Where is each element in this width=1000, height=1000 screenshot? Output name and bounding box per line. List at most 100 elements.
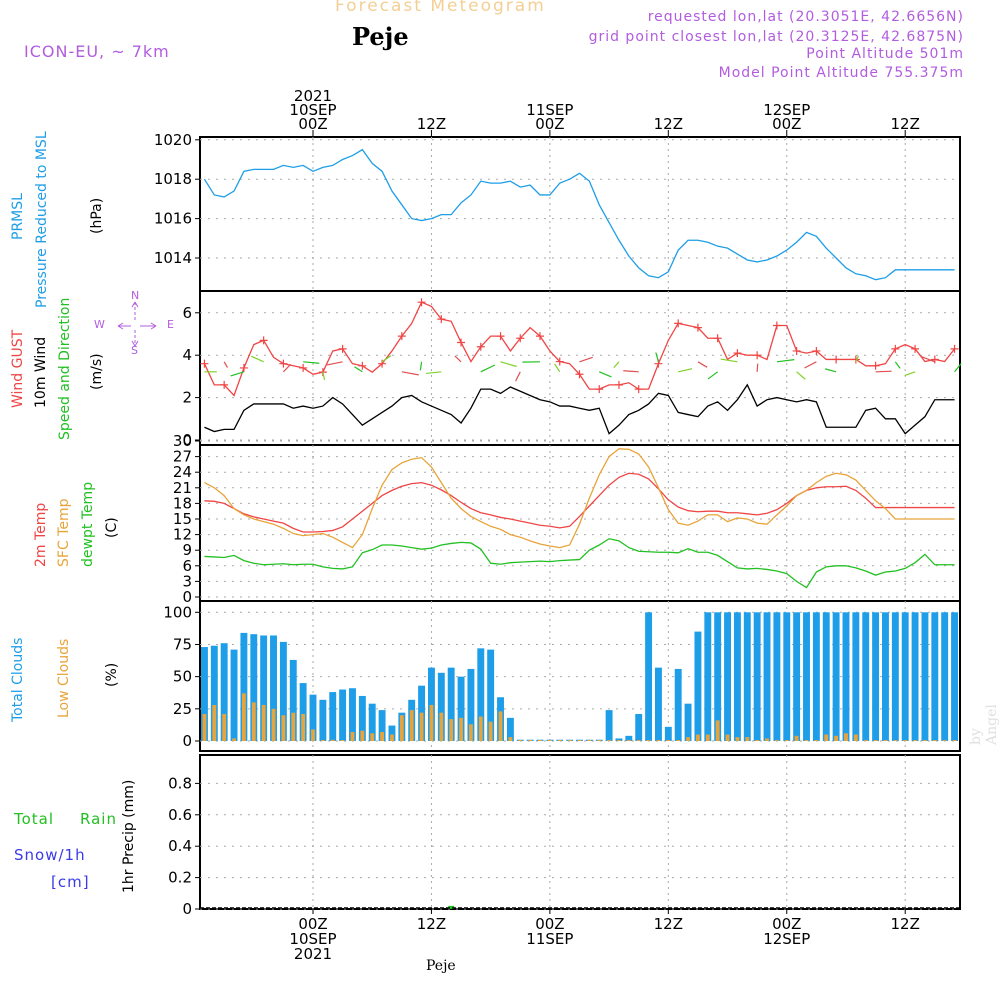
gust-marker xyxy=(397,332,406,341)
ytick-label-wind: 0 xyxy=(182,431,192,449)
low-cloud-bar xyxy=(646,740,651,741)
wind-arrow xyxy=(623,370,639,373)
gust-marker xyxy=(516,334,525,343)
low-cloud-bar xyxy=(844,733,848,741)
low-cloud-bar xyxy=(755,740,760,741)
time-label-bottom: 12Z xyxy=(417,915,446,933)
low-cloud-bar xyxy=(597,740,602,741)
gust-marker xyxy=(200,359,209,368)
gust-marker xyxy=(950,344,959,353)
low-cloud-bar xyxy=(774,740,779,741)
total-cloud-bar xyxy=(812,612,820,741)
total-cloud-bar xyxy=(635,713,643,741)
wind-arrow xyxy=(613,361,620,369)
ytick-label-wind: 6 xyxy=(182,304,192,322)
wind-arrow xyxy=(776,359,795,363)
ytick-label-temp: 24 xyxy=(173,463,192,481)
total-cloud-bar xyxy=(743,612,751,741)
low-cloud-bar xyxy=(745,737,750,741)
low-cloud-bar xyxy=(567,740,572,741)
precip-bar xyxy=(448,905,455,909)
low-cloud-bar xyxy=(370,733,375,741)
time-label-bottom: 12Z xyxy=(654,915,683,933)
series-line-dewpt-temp xyxy=(204,538,955,589)
low-cloud-bar xyxy=(429,704,434,741)
total-cloud-bar xyxy=(358,695,366,741)
total-cloud-bar xyxy=(862,612,870,741)
precip-snow-label: Snow/1h xyxy=(14,846,86,864)
compass-e: E xyxy=(167,318,174,331)
total-cloud-bar xyxy=(733,612,741,741)
gust-marker xyxy=(239,363,248,372)
total-cloud-bar xyxy=(882,612,889,741)
total-cloud-bar xyxy=(427,667,435,741)
wind-arrow xyxy=(720,358,738,363)
total-cloud-bar xyxy=(951,612,959,741)
low-cloud-bar xyxy=(360,730,365,741)
low-cloud-bar xyxy=(518,740,523,741)
low-cloud-bar xyxy=(883,740,888,741)
time-label-top: 11SEP xyxy=(526,101,573,119)
time-label-top: 12Z xyxy=(891,115,920,133)
low-cloud-bar xyxy=(459,717,463,741)
total-cloud-bar xyxy=(694,631,702,741)
wind-arrow xyxy=(904,371,916,377)
total-cloud-bar xyxy=(270,635,277,741)
total-cloud-bar xyxy=(477,648,485,741)
low-cloud-bar xyxy=(508,737,513,741)
low-cloud-bar xyxy=(577,740,582,741)
compass-n: N xyxy=(131,289,140,302)
gust-marker xyxy=(930,355,939,364)
total-cloud-bar xyxy=(645,612,653,741)
low-cloud-bar xyxy=(498,711,503,741)
low-cloud-bar xyxy=(863,740,868,741)
time-label-top: 00Z xyxy=(535,115,564,133)
ytick-label-wind: 2 xyxy=(182,389,192,407)
time-label-top: 00Z xyxy=(298,115,327,133)
ytick-label-pressure: 1014 xyxy=(154,249,192,267)
gust-marker xyxy=(457,338,466,347)
wind-arrow xyxy=(419,361,423,371)
total-cloud-bar xyxy=(260,635,268,741)
low-cloud-bar xyxy=(942,740,947,741)
low-cloud-bar xyxy=(488,721,493,741)
total-cloud-bar xyxy=(763,612,771,741)
low-cloud-bar xyxy=(903,740,908,741)
ytick-label-clouds: 0 xyxy=(182,732,192,750)
total-cloud-bar xyxy=(931,612,939,741)
low-cloud-bar xyxy=(222,713,227,741)
gust-marker xyxy=(614,380,623,389)
low-cloud-bar xyxy=(784,740,789,741)
time-label-top: 10SEP xyxy=(289,101,336,119)
gust-marker xyxy=(575,370,584,379)
gust-marker xyxy=(674,319,683,328)
total-cloud-bar xyxy=(388,725,396,741)
time-label-bottom: 12Z xyxy=(891,915,920,933)
ytick-label-temp: 15 xyxy=(173,510,192,528)
low-cloud-bar xyxy=(232,738,236,741)
footer-place: Peje xyxy=(426,958,456,974)
ytick-label-temp: 6 xyxy=(182,557,192,575)
gust-marker xyxy=(911,344,920,353)
time-label-top: 12Z xyxy=(654,115,683,133)
total-cloud-bar xyxy=(911,612,919,741)
gust-marker xyxy=(832,355,841,364)
total-cloud-bar xyxy=(654,667,662,741)
gust-marker xyxy=(812,346,821,355)
precip-total-label: Total xyxy=(14,810,55,828)
low-cloud-bar xyxy=(913,740,917,741)
wind-arrow xyxy=(598,371,612,378)
wind-arrow xyxy=(454,355,462,363)
low-cloud-bar xyxy=(399,715,404,741)
total-cloud-bar xyxy=(714,612,722,741)
total-cloud-bar xyxy=(872,612,880,741)
total-cloud-bar xyxy=(319,699,327,741)
ytick-label-pressure: 1020 xyxy=(154,131,192,149)
total-cloud-bar xyxy=(803,612,810,741)
panel-frame-clouds xyxy=(199,600,961,752)
low-cloud-bar xyxy=(281,715,286,741)
low-cloud-bar xyxy=(320,740,325,741)
low-cloud-bar xyxy=(656,740,661,741)
gust-marker xyxy=(536,332,545,341)
gust-marker xyxy=(772,321,781,330)
